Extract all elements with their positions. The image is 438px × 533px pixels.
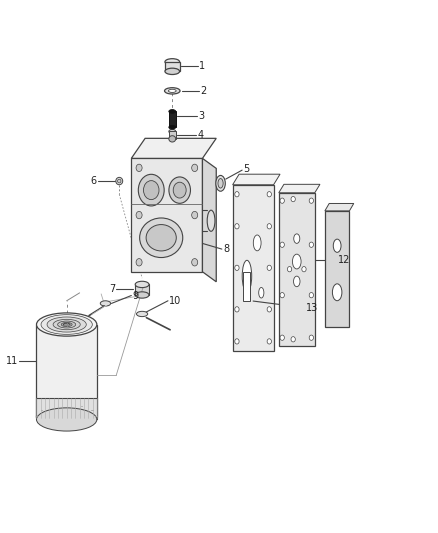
- Circle shape: [192, 212, 198, 219]
- Circle shape: [280, 335, 284, 341]
- Ellipse shape: [36, 408, 97, 431]
- Ellipse shape: [165, 68, 180, 75]
- Bar: [165, 62, 180, 71]
- Circle shape: [267, 224, 272, 229]
- Text: 10: 10: [169, 296, 181, 306]
- Bar: [169, 111, 176, 127]
- Ellipse shape: [36, 313, 97, 336]
- Circle shape: [309, 335, 314, 341]
- Text: 13: 13: [306, 303, 318, 313]
- Ellipse shape: [294, 234, 300, 244]
- Polygon shape: [325, 204, 354, 211]
- Circle shape: [192, 164, 198, 172]
- Bar: [169, 132, 176, 139]
- Text: 9: 9: [133, 290, 139, 301]
- Circle shape: [309, 198, 314, 203]
- Text: 1: 1: [199, 61, 205, 71]
- Circle shape: [138, 174, 164, 206]
- Ellipse shape: [47, 317, 86, 332]
- Polygon shape: [131, 139, 216, 158]
- Text: 3: 3: [198, 111, 205, 120]
- Bar: [36, 398, 97, 419]
- Polygon shape: [325, 211, 350, 327]
- Ellipse shape: [100, 301, 111, 306]
- Circle shape: [136, 164, 142, 172]
- Ellipse shape: [253, 235, 261, 251]
- Circle shape: [267, 191, 272, 197]
- Circle shape: [267, 265, 272, 270]
- Circle shape: [291, 337, 295, 342]
- Ellipse shape: [64, 323, 70, 326]
- Ellipse shape: [332, 284, 342, 301]
- Ellipse shape: [135, 281, 149, 288]
- Ellipse shape: [53, 319, 80, 330]
- Polygon shape: [279, 184, 320, 193]
- Text: 6: 6: [90, 176, 96, 186]
- Ellipse shape: [165, 59, 180, 65]
- Circle shape: [192, 259, 198, 266]
- Circle shape: [280, 242, 284, 247]
- Text: 4: 4: [197, 130, 203, 140]
- Circle shape: [280, 198, 284, 203]
- Circle shape: [136, 259, 142, 266]
- Circle shape: [280, 293, 284, 298]
- Circle shape: [235, 339, 239, 344]
- Text: 12: 12: [338, 255, 350, 264]
- Text: 11: 11: [6, 357, 18, 367]
- Ellipse shape: [135, 292, 149, 298]
- Ellipse shape: [137, 311, 148, 317]
- Ellipse shape: [169, 110, 176, 114]
- Ellipse shape: [116, 177, 123, 185]
- Text: 2: 2: [200, 86, 207, 96]
- Ellipse shape: [242, 260, 252, 292]
- Circle shape: [309, 293, 314, 298]
- Ellipse shape: [36, 405, 97, 429]
- Ellipse shape: [293, 254, 301, 269]
- Ellipse shape: [165, 88, 180, 94]
- Polygon shape: [131, 158, 202, 272]
- Circle shape: [267, 306, 272, 312]
- Text: 7: 7: [109, 284, 115, 294]
- Ellipse shape: [169, 130, 176, 134]
- Circle shape: [267, 339, 272, 344]
- Ellipse shape: [41, 314, 92, 334]
- Circle shape: [235, 224, 239, 229]
- Circle shape: [136, 212, 142, 219]
- Ellipse shape: [58, 321, 76, 328]
- Bar: [243, 272, 250, 301]
- Circle shape: [235, 265, 239, 270]
- Circle shape: [235, 191, 239, 197]
- Ellipse shape: [259, 287, 264, 298]
- Ellipse shape: [61, 322, 72, 327]
- Polygon shape: [279, 193, 315, 345]
- Circle shape: [169, 177, 191, 203]
- Polygon shape: [202, 158, 216, 282]
- Circle shape: [309, 242, 314, 247]
- Ellipse shape: [216, 175, 225, 191]
- Text: 5: 5: [244, 164, 250, 174]
- Circle shape: [302, 266, 306, 272]
- Polygon shape: [233, 174, 280, 185]
- Polygon shape: [233, 185, 274, 351]
- Ellipse shape: [168, 90, 176, 92]
- Circle shape: [173, 182, 186, 198]
- Ellipse shape: [140, 218, 183, 257]
- Circle shape: [235, 306, 239, 312]
- Circle shape: [144, 181, 159, 200]
- Ellipse shape: [146, 224, 176, 251]
- Circle shape: [287, 266, 292, 272]
- Bar: [36, 325, 97, 417]
- Bar: [135, 285, 149, 295]
- Ellipse shape: [169, 136, 176, 142]
- Ellipse shape: [117, 179, 121, 183]
- Ellipse shape: [169, 125, 176, 129]
- Ellipse shape: [218, 179, 223, 188]
- Ellipse shape: [333, 239, 341, 252]
- Ellipse shape: [293, 276, 300, 287]
- Circle shape: [291, 197, 295, 201]
- Ellipse shape: [207, 210, 215, 231]
- Text: 8: 8: [223, 244, 229, 254]
